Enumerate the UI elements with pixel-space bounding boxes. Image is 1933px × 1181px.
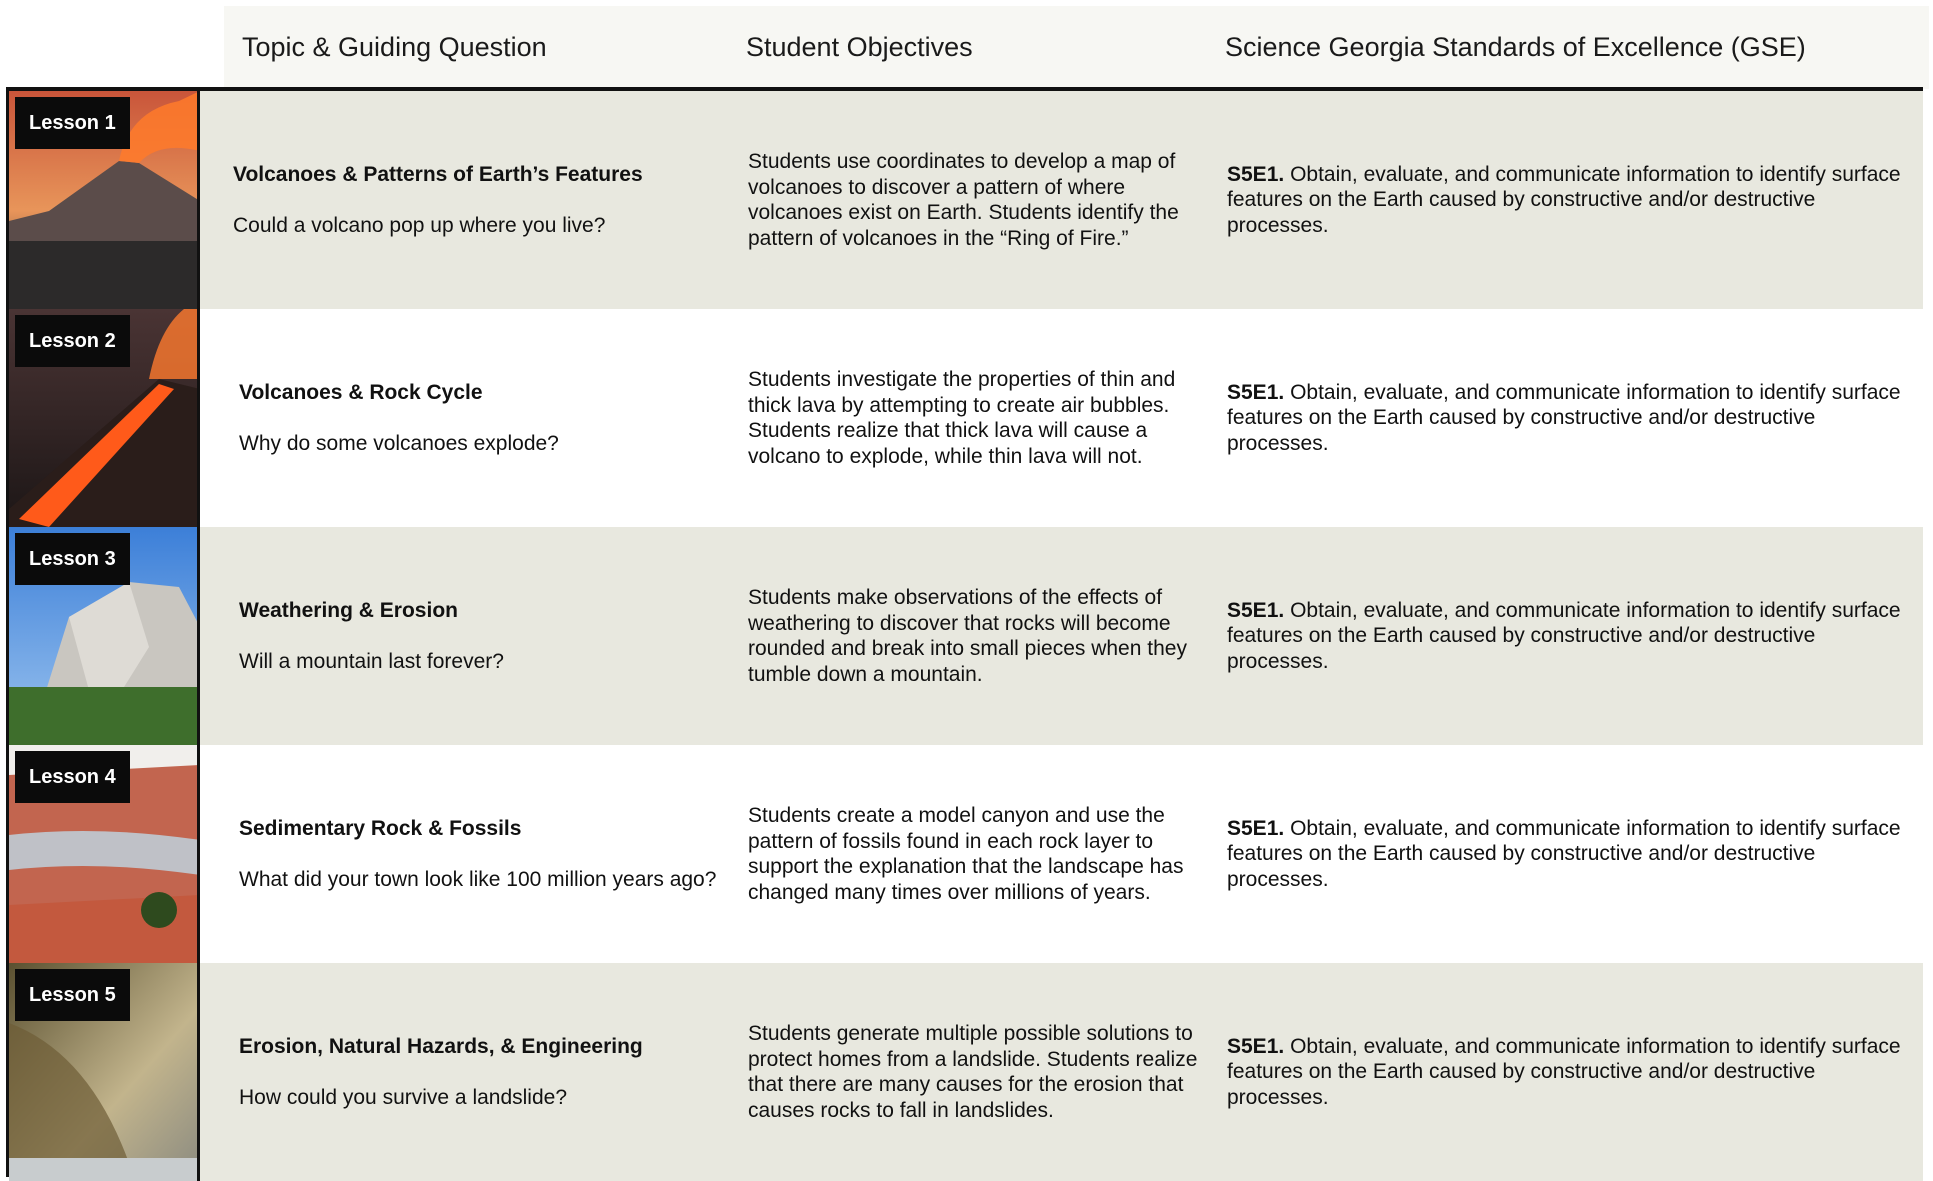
lesson-label: Lesson 4: [15, 751, 130, 803]
column-header: Topic & Guiding Question: [242, 32, 547, 62]
objectives-cell: Students create a model canyon and use t…: [748, 745, 1203, 963]
lesson-label: Lesson 3: [15, 533, 130, 585]
lesson-label: Lesson 5: [15, 969, 130, 1021]
standard-code: S5E1.: [1227, 380, 1285, 404]
lesson-label: Lesson 2: [15, 315, 130, 367]
standard-code: S5E1.: [1227, 816, 1285, 840]
guiding-question: Will a mountain last forever?: [239, 649, 504, 673]
standard-cell: S5E1. Obtain, evaluate, and communicate …: [1227, 963, 1907, 1181]
objectives: Students use coordinates to develop a ma…: [748, 150, 1179, 250]
standard-cell: S5E1. Obtain, evaluate, and communicate …: [1227, 527, 1907, 745]
objectives: Students make observations of the effect…: [748, 586, 1187, 686]
topic-cell: Volcanoes & Patterns of Earth’s Features…: [233, 91, 713, 309]
standard: S5E1. Obtain, evaluate, and communicate …: [1227, 162, 1907, 239]
lesson-image: Lesson 5: [9, 963, 200, 1181]
standard-code: S5E1.: [1227, 598, 1285, 622]
lesson-image: Lesson 2: [9, 309, 200, 527]
standard: S5E1. Obtain, evaluate, and communicate …: [1227, 816, 1907, 893]
standard-cell: S5E1. Obtain, evaluate, and communicate …: [1227, 309, 1907, 527]
standard-text: Obtain, evaluate, and communicate inform…: [1227, 162, 1901, 237]
objectives-cell: Students investigate the properties of t…: [748, 309, 1203, 527]
lessons-table: Lesson 1 Volcanoes & Patterns of Earth’s …: [6, 87, 1923, 1181]
lesson-photo: [9, 745, 197, 963]
topic: Weathering & Erosion: [239, 599, 458, 622]
objectives-cell: Students use coordinates to develop a ma…: [748, 91, 1203, 309]
guiding-question: What did your town look like 100 million…: [239, 867, 717, 891]
standard: S5E1. Obtain, evaluate, and communicate …: [1227, 598, 1907, 675]
objectives-cell: Students make observations of the effect…: [748, 527, 1203, 745]
topic: Erosion, Natural Hazards, & Engineering: [239, 1035, 643, 1058]
topic-cell: Sedimentary Rock & Fossils What did your …: [239, 745, 719, 963]
standard-code: S5E1.: [1227, 1034, 1285, 1058]
topic-cell: Weathering & Erosion Will a mountain last…: [239, 527, 719, 745]
objectives: Students generate multiple possible solu…: [748, 1022, 1198, 1122]
guiding-question: How could you survive a landslide?: [239, 1085, 568, 1109]
standard: S5E1. Obtain, evaluate, and communicate …: [1227, 1034, 1907, 1111]
standard: S5E1. Obtain, evaluate, and communicate …: [1227, 380, 1907, 457]
lesson-image: Lesson 4: [9, 745, 200, 963]
lesson-row: Lesson 3 Weathering & Erosion Will a mount…: [9, 527, 1923, 745]
standard-text: Obtain, evaluate, and communicate inform…: [1227, 380, 1901, 455]
objectives: Students investigate the properties of t…: [748, 368, 1176, 468]
guiding-question: Why do some volcanoes explode?: [239, 431, 559, 455]
lesson-row: Lesson 4 Sedimentary Rock & Fossils What d…: [9, 745, 1923, 963]
standard-cell: S5E1. Obtain, evaluate, and communicate …: [1227, 745, 1907, 963]
objectives-cell: Students generate multiple possible solu…: [748, 963, 1203, 1181]
column-header: Student Objectives: [746, 32, 973, 62]
column-header: Science Georgia Standards of Excellence …: [1225, 32, 1806, 62]
objectives: Students create a model canyon and use t…: [748, 804, 1184, 904]
topic: Volcanoes & Rock Cycle: [239, 381, 483, 404]
standard-text: Obtain, evaluate, and communicate inform…: [1227, 816, 1901, 891]
guiding-question: Could a volcano pop up where you live?: [233, 213, 606, 237]
lesson-label: Lesson 1: [15, 97, 130, 149]
topic-cell: Volcanoes & Rock Cycle Why do some volcan…: [239, 309, 719, 527]
lesson-row: Lesson 2 Volcanoes & Rock Cycle Why do som…: [9, 309, 1923, 527]
standard-text: Obtain, evaluate, and communicate inform…: [1227, 1034, 1901, 1109]
table-header: Topic & Guiding Question Student Objecti…: [224, 6, 1929, 89]
lesson-row: Lesson 1 Volcanoes & Patterns of Earth’s …: [9, 91, 1923, 309]
lesson-image: Lesson 1: [9, 91, 200, 309]
topic: Volcanoes & Patterns of Earth’s Features: [233, 163, 643, 186]
topic: Sedimentary Rock & Fossils: [239, 817, 522, 840]
standard-cell: S5E1. Obtain, evaluate, and communicate …: [1227, 91, 1907, 309]
standard-code: S5E1.: [1227, 162, 1285, 186]
lesson-image: Lesson 3: [9, 527, 200, 745]
lesson-row: Lesson 5 Erosion, Natural Hazards, & Engi…: [9, 963, 1923, 1181]
standard-text: Obtain, evaluate, and communicate inform…: [1227, 598, 1901, 673]
topic-cell: Erosion, Natural Hazards, & Engineering H…: [239, 963, 719, 1181]
